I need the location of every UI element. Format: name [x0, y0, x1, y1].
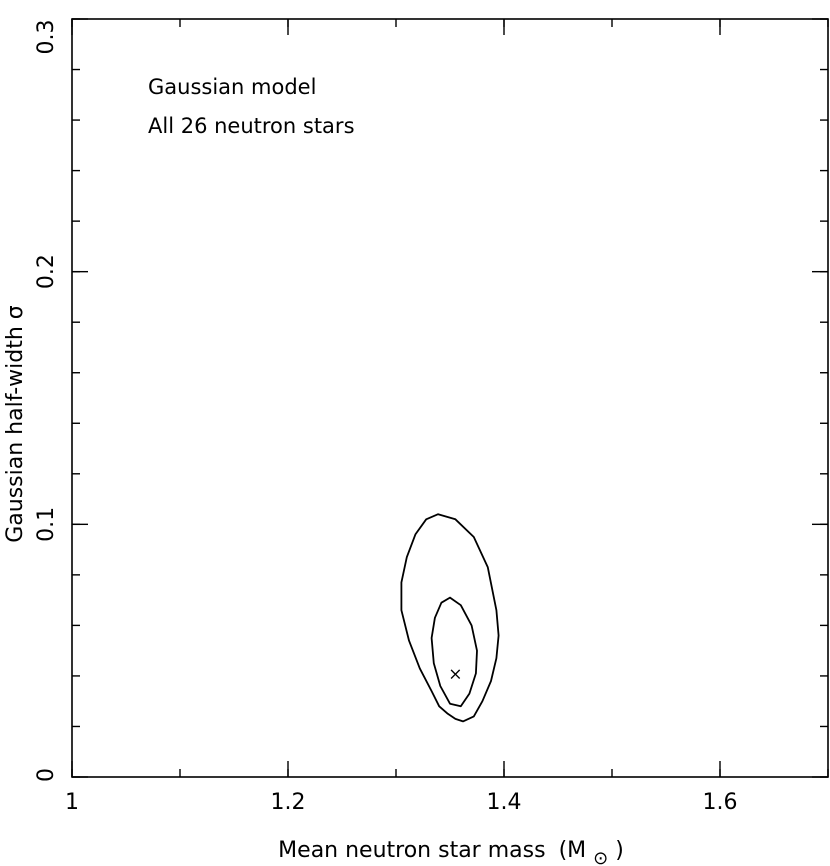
x-axis-title: Mean neutron star mass (M ⊙ )	[278, 838, 624, 866]
contour-inner	[430, 596, 478, 708]
x-tick-label: 1	[65, 790, 79, 815]
contour-outer	[400, 513, 500, 723]
best-fit-cross: ×	[448, 664, 462, 684]
x-tick-label: 1.2	[271, 790, 306, 815]
annotation-sample: All 26 neutron stars	[148, 114, 355, 138]
y-tick-label: 0.3	[34, 20, 59, 55]
x-axis-unit-close: )	[615, 838, 624, 863]
x-axis-title-text: Mean neutron star mass	[278, 838, 545, 863]
x-axis-unit-open: (M	[559, 838, 587, 863]
y-tick-label: 0.1	[34, 507, 59, 542]
y-tick-label: 0	[34, 768, 59, 782]
y-tick-label: 0.2	[34, 254, 59, 289]
x-axis-unit-symbol: ⊙	[593, 848, 608, 866]
x-tick-label: 1.4	[487, 790, 522, 815]
contour-lines	[400, 513, 500, 723]
best-fit-marker: ×	[448, 664, 462, 684]
plot-frame	[71, 18, 829, 778]
y-tick-labels: 0 0.1 0.2 0.3	[34, 20, 59, 783]
x-tick-label: 1.6	[703, 790, 738, 815]
x-tick-labels: 1 1.2 1.4 1.6	[65, 790, 738, 815]
y-axis-title: Gaussian half-width σ	[3, 305, 28, 543]
annotation-model: Gaussian model	[148, 75, 316, 99]
